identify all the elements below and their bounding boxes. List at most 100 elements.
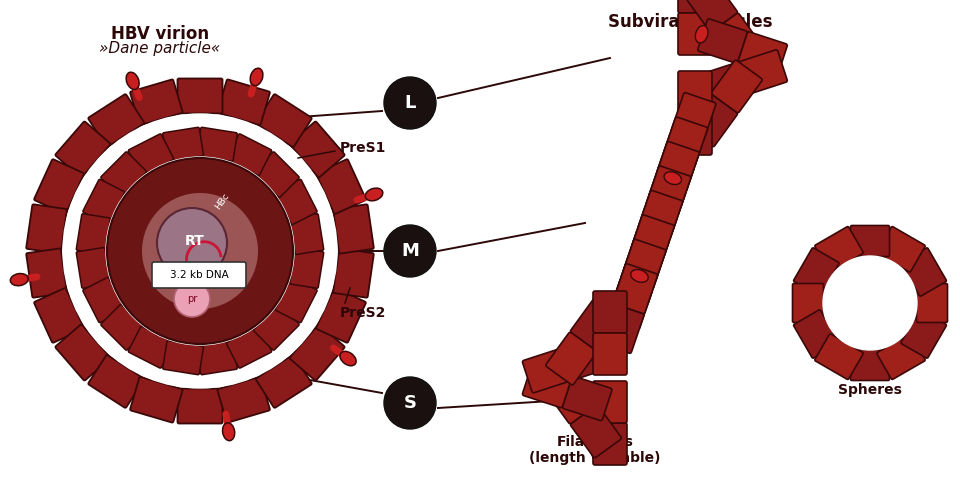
FancyBboxPatch shape	[570, 405, 621, 458]
Text: Filaments
(length variable): Filaments (length variable)	[529, 435, 660, 465]
FancyBboxPatch shape	[333, 248, 373, 298]
Circle shape	[174, 281, 210, 317]
FancyBboxPatch shape	[83, 180, 125, 224]
FancyBboxPatch shape	[56, 324, 110, 380]
Text: HBc: HBc	[213, 191, 230, 211]
FancyBboxPatch shape	[671, 93, 716, 142]
FancyBboxPatch shape	[101, 152, 147, 198]
FancyBboxPatch shape	[608, 279, 652, 329]
Text: HBV virion: HBV virion	[111, 25, 209, 43]
FancyBboxPatch shape	[593, 423, 627, 465]
FancyBboxPatch shape	[76, 214, 110, 255]
FancyBboxPatch shape	[76, 247, 110, 288]
FancyBboxPatch shape	[612, 264, 658, 313]
Ellipse shape	[11, 274, 28, 286]
FancyBboxPatch shape	[197, 127, 237, 161]
FancyBboxPatch shape	[630, 215, 674, 265]
FancyBboxPatch shape	[686, 94, 737, 147]
FancyBboxPatch shape	[88, 94, 144, 147]
FancyBboxPatch shape	[646, 166, 691, 216]
FancyBboxPatch shape	[131, 79, 182, 125]
FancyBboxPatch shape	[26, 204, 67, 254]
FancyBboxPatch shape	[276, 180, 317, 224]
Circle shape	[823, 256, 917, 350]
FancyBboxPatch shape	[678, 13, 712, 55]
FancyBboxPatch shape	[276, 278, 317, 322]
FancyBboxPatch shape	[658, 132, 703, 182]
FancyBboxPatch shape	[88, 355, 144, 408]
FancyBboxPatch shape	[129, 134, 174, 176]
Text: 3.2 kb DNA: 3.2 kb DNA	[170, 270, 228, 280]
FancyBboxPatch shape	[253, 304, 300, 350]
FancyBboxPatch shape	[178, 388, 223, 424]
Circle shape	[384, 225, 436, 277]
FancyBboxPatch shape	[711, 60, 762, 113]
FancyBboxPatch shape	[794, 310, 839, 358]
FancyBboxPatch shape	[218, 377, 270, 423]
FancyBboxPatch shape	[593, 381, 627, 423]
FancyBboxPatch shape	[316, 159, 366, 214]
Circle shape	[107, 158, 293, 344]
FancyBboxPatch shape	[615, 255, 660, 304]
FancyBboxPatch shape	[637, 191, 683, 240]
FancyBboxPatch shape	[678, 0, 712, 13]
FancyBboxPatch shape	[738, 50, 787, 94]
FancyBboxPatch shape	[101, 304, 147, 350]
Text: RT: RT	[185, 234, 204, 248]
FancyBboxPatch shape	[152, 262, 246, 288]
FancyBboxPatch shape	[256, 94, 312, 147]
FancyBboxPatch shape	[163, 127, 204, 161]
FancyBboxPatch shape	[624, 230, 669, 280]
FancyBboxPatch shape	[641, 181, 685, 231]
FancyBboxPatch shape	[56, 122, 110, 178]
FancyBboxPatch shape	[290, 214, 324, 255]
FancyBboxPatch shape	[26, 248, 67, 298]
FancyBboxPatch shape	[522, 363, 572, 407]
FancyBboxPatch shape	[621, 239, 666, 289]
Circle shape	[384, 77, 436, 129]
FancyBboxPatch shape	[178, 78, 223, 114]
FancyBboxPatch shape	[793, 284, 824, 322]
FancyBboxPatch shape	[738, 32, 787, 76]
Ellipse shape	[223, 423, 234, 441]
Text: PreS1: PreS1	[340, 141, 386, 155]
Circle shape	[106, 157, 294, 345]
Text: PreS2: PreS2	[340, 306, 386, 320]
FancyBboxPatch shape	[197, 341, 237, 375]
FancyBboxPatch shape	[163, 341, 204, 375]
FancyBboxPatch shape	[593, 333, 627, 375]
FancyBboxPatch shape	[131, 377, 182, 423]
FancyBboxPatch shape	[678, 71, 712, 113]
FancyBboxPatch shape	[129, 326, 174, 368]
Ellipse shape	[366, 188, 383, 201]
FancyBboxPatch shape	[570, 298, 621, 351]
FancyBboxPatch shape	[563, 376, 612, 421]
FancyBboxPatch shape	[711, 13, 762, 66]
FancyBboxPatch shape	[815, 334, 863, 379]
FancyBboxPatch shape	[290, 324, 345, 380]
FancyBboxPatch shape	[333, 204, 373, 254]
Ellipse shape	[695, 26, 708, 43]
FancyBboxPatch shape	[633, 206, 677, 256]
Text: »Dane particle«: »Dane particle«	[100, 41, 221, 56]
FancyBboxPatch shape	[256, 355, 312, 408]
FancyBboxPatch shape	[83, 278, 125, 322]
FancyBboxPatch shape	[253, 152, 300, 198]
Text: S: S	[403, 394, 417, 412]
FancyBboxPatch shape	[35, 288, 84, 343]
FancyBboxPatch shape	[218, 79, 270, 125]
Text: M: M	[401, 242, 419, 260]
FancyBboxPatch shape	[316, 288, 366, 343]
FancyBboxPatch shape	[546, 371, 596, 424]
Text: pr: pr	[187, 294, 197, 304]
FancyBboxPatch shape	[851, 225, 890, 257]
FancyBboxPatch shape	[593, 291, 627, 333]
FancyBboxPatch shape	[917, 284, 948, 322]
Ellipse shape	[126, 72, 139, 90]
Circle shape	[384, 377, 436, 429]
Circle shape	[142, 193, 258, 309]
FancyBboxPatch shape	[851, 350, 890, 380]
FancyBboxPatch shape	[655, 141, 699, 191]
Circle shape	[63, 114, 337, 388]
Text: L: L	[404, 94, 416, 112]
